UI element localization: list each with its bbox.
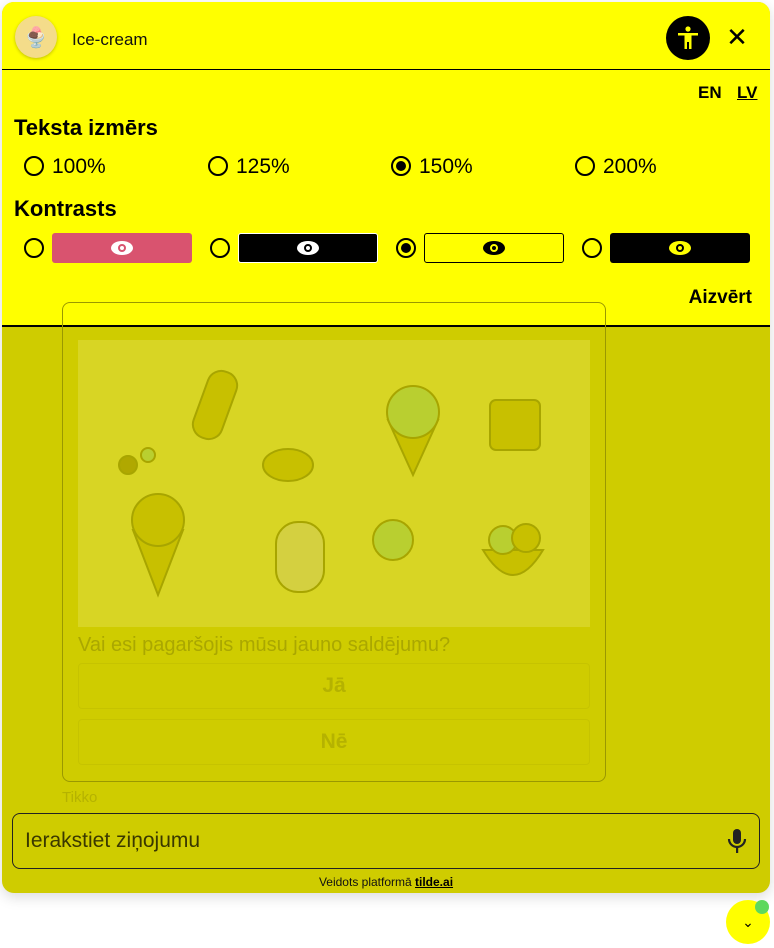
text-size-radio-150[interactable] bbox=[391, 156, 411, 176]
message-card bbox=[62, 302, 606, 782]
contrast-radio-3[interactable] bbox=[396, 238, 416, 258]
footer: Veidots platformā tilde.ai bbox=[2, 875, 770, 889]
footer-text: Veidots platformā bbox=[318, 875, 412, 889]
message-placeholder: Ierakstiet ziņojumu bbox=[25, 829, 201, 852]
eye-icon bbox=[669, 241, 691, 255]
bot-title: Ice-cream bbox=[72, 30, 148, 49]
message-timestamp: Tikko bbox=[62, 789, 98, 806]
text-size-label: 125% bbox=[236, 155, 290, 178]
ice-cream-illustration bbox=[78, 340, 590, 627]
close-panel-button[interactable]: Aizvērt bbox=[688, 287, 752, 308]
online-status-dot bbox=[755, 900, 769, 914]
contrast-option-yellow-black[interactable] bbox=[424, 233, 564, 263]
contrast-radio-1[interactable] bbox=[24, 238, 44, 258]
eye-icon bbox=[297, 241, 319, 255]
language-lv[interactable]: LV bbox=[737, 83, 758, 102]
bot-avatar: 🍨 bbox=[15, 16, 57, 58]
text-size-radio-200[interactable] bbox=[575, 156, 595, 176]
language-en[interactable]: EN bbox=[698, 83, 722, 102]
contrast-option-black-yellow[interactable] bbox=[610, 233, 750, 263]
microphone-icon[interactable] bbox=[727, 828, 747, 854]
contrast-radio-2[interactable] bbox=[210, 238, 230, 258]
eye-icon bbox=[111, 241, 133, 255]
chevron-down-icon: ⌄ bbox=[742, 913, 754, 930]
close-icon[interactable]: ✕ bbox=[726, 22, 748, 52]
eye-icon bbox=[483, 241, 505, 255]
reply-no-button[interactable]: Nē bbox=[78, 719, 590, 765]
contrast-option-black-white[interactable] bbox=[238, 233, 378, 263]
text-size-radio-100[interactable] bbox=[24, 156, 44, 176]
reply-yes-button[interactable]: Jā bbox=[78, 663, 590, 709]
contrast-heading: Kontrasts bbox=[14, 196, 117, 221]
header: 🍨 Ice-cream ✕ bbox=[2, 2, 770, 70]
text-size-heading: Teksta izmērs bbox=[14, 115, 158, 140]
accessibility-icon bbox=[678, 26, 698, 49]
text-size-label: 200% bbox=[603, 155, 657, 178]
text-size-label: 150% bbox=[419, 155, 473, 178]
text-size-radio-125[interactable] bbox=[208, 156, 228, 176]
contrast-radio-4[interactable] bbox=[582, 238, 602, 258]
chat-widget: 🍨 Ice-cream ✕ EN LV Teksta izmērs 100% 1… bbox=[2, 2, 770, 893]
accessibility-button[interactable] bbox=[666, 16, 710, 60]
bot-message: Vai esi pagaršojis mūsu jauno saldējumu? bbox=[78, 634, 451, 656]
contrast-option-pink[interactable] bbox=[52, 233, 192, 263]
accessibility-panel: EN LV Teksta izmērs 100% 125% 150% 200% … bbox=[2, 70, 770, 327]
tilde-link[interactable]: tilde.ai bbox=[415, 875, 454, 889]
text-size-label: 100% bbox=[52, 155, 106, 178]
message-input[interactable]: Ierakstiet ziņojumu bbox=[12, 813, 760, 869]
